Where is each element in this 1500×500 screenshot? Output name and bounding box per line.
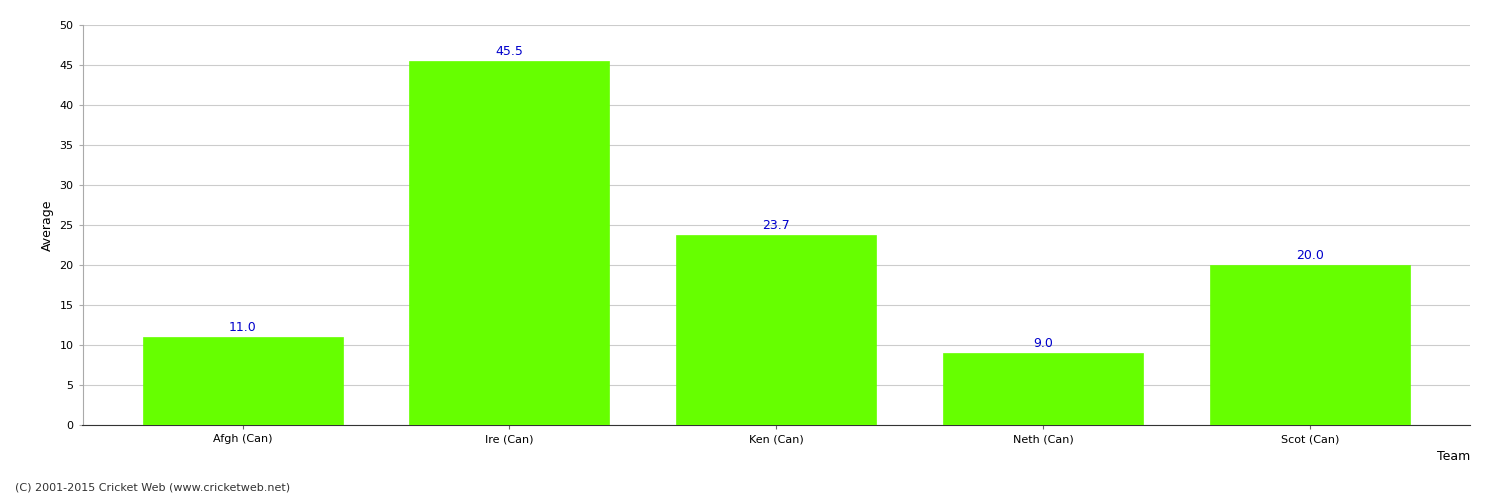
Text: 9.0: 9.0 [1034, 337, 1053, 350]
Text: (C) 2001-2015 Cricket Web (www.cricketweb.net): (C) 2001-2015 Cricket Web (www.cricketwe… [15, 482, 290, 492]
Bar [410, 61, 609, 425]
Text: 45.5: 45.5 [495, 45, 524, 58]
Text: 11.0: 11.0 [228, 321, 256, 334]
Text: 20.0: 20.0 [1296, 249, 1324, 262]
Bar [142, 337, 342, 425]
Text: 23.7: 23.7 [762, 219, 790, 232]
Bar [676, 236, 876, 425]
Bar [1210, 265, 1410, 425]
Bar [944, 353, 1143, 425]
Y-axis label: Average: Average [40, 199, 54, 251]
X-axis label: Team: Team [1437, 450, 1470, 462]
